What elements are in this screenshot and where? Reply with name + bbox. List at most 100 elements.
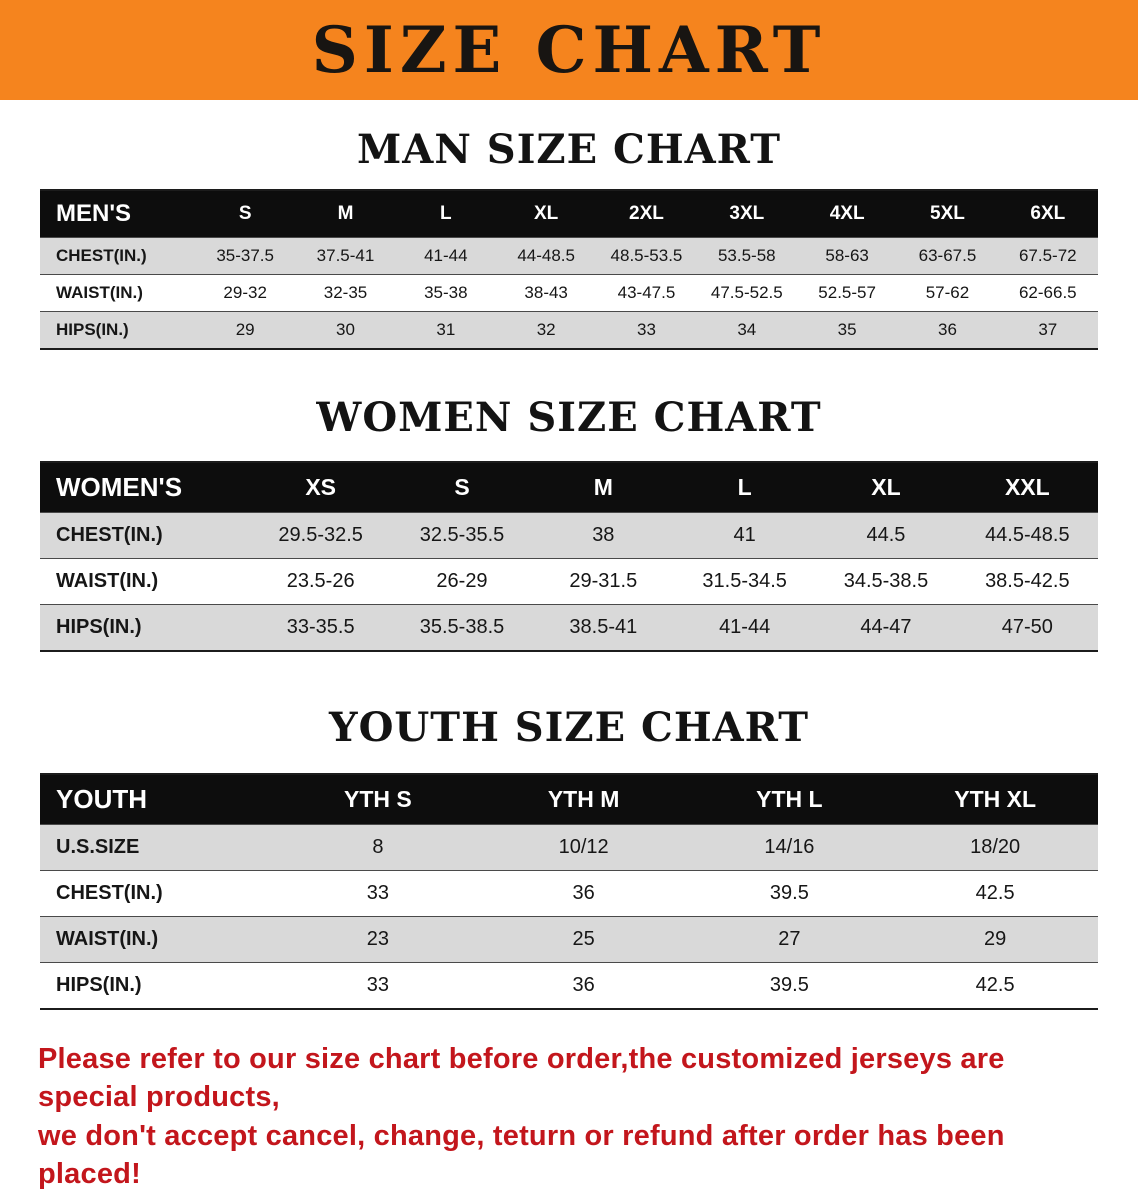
value-cell: 29-32 xyxy=(195,274,296,312)
row-label-cell: HIPS(IN.) xyxy=(40,962,275,1009)
men-size-table: MEN'S S M L XL 2XL 3XL 4XL 5XL 6XL CHEST(IN.) 35-37… xyxy=(40,189,1098,350)
value-cell: 33 xyxy=(275,962,481,1009)
value-cell: 10/12 xyxy=(480,824,687,871)
size-column-header: 6XL xyxy=(1030,203,1066,224)
table-row: HIPS(IN.) 29 30 31 32 33 34 35 36 37 xyxy=(40,311,1098,349)
value-cell: 53.5-58 xyxy=(696,237,797,275)
table-row: CHEST(IN.) 33 36 39.5 42.5 xyxy=(40,870,1098,917)
value-cell: 34 xyxy=(696,311,797,349)
women-size-section: WOMEN SIZE CHART WOMEN'S XS S M L XL XXL CHEST(… xyxy=(0,394,1138,652)
row-label-cell: WAIST(IN.) xyxy=(40,274,195,312)
value-cell: 33 xyxy=(596,311,697,349)
footer-note-line1: Please refer to our size chart before or… xyxy=(38,1043,1005,1114)
size-column-header: YTH M xyxy=(547,786,620,812)
value-cell: 39.5 xyxy=(686,962,893,1009)
row-label-cell: CHEST(IN.) xyxy=(40,870,275,917)
size-column-header: 3XL xyxy=(729,203,765,224)
size-column-header: 5XL xyxy=(930,203,965,224)
page-title: SIZE CHART xyxy=(311,12,827,88)
value-cell: 26-29 xyxy=(391,558,533,605)
size-column-header: 2XL xyxy=(629,203,664,224)
table-title-cell: WOMEN'S xyxy=(56,472,183,502)
value-cell: 30 xyxy=(295,311,396,349)
value-cell: 63-67.5 xyxy=(897,237,998,275)
size-column-header: 4XL xyxy=(829,203,865,224)
value-cell: 35-37.5 xyxy=(195,237,296,275)
value-cell: 67.5-72 xyxy=(997,237,1098,275)
table-header-row: MEN'S S M L XL 2XL 3XL 4XL 5XL 6XL xyxy=(40,190,1098,238)
youth-size-table: YOUTH YTH S YTH M YTH L YTH XL U.S.SIZE 8 10/12… xyxy=(40,773,1098,1010)
value-cell: 23 xyxy=(275,916,481,963)
row-label-cell: HIPS(IN.) xyxy=(40,604,250,651)
size-column-header: S xyxy=(454,474,470,500)
table-row: CHEST(IN.) 29.5-32.5 32.5-35.5 38 41 44.5 44.5… xyxy=(40,512,1098,559)
row-label-cell: WAIST(IN.) xyxy=(40,916,275,963)
size-column-header: M xyxy=(337,203,354,224)
table-row: WAIST(IN.) 23 25 27 29 xyxy=(40,916,1098,963)
value-cell: 35.5-38.5 xyxy=(391,604,533,651)
value-cell: 58-63 xyxy=(796,237,898,275)
value-cell: 14/16 xyxy=(686,824,893,871)
value-cell: 38.5-41 xyxy=(532,604,674,651)
value-cell: 37 xyxy=(997,311,1098,349)
value-cell: 41 xyxy=(673,512,816,559)
table-title-cell: YOUTH xyxy=(56,784,147,814)
value-cell: 32.5-35.5 xyxy=(391,512,533,559)
value-cell: 38 xyxy=(532,512,674,559)
size-table: YOUTH YTH S YTH M YTH L YTH XL U.S.SIZE 8 10/12… xyxy=(40,773,1098,1010)
value-cell: 36 xyxy=(897,311,998,349)
value-cell: 32-35 xyxy=(295,274,396,312)
value-cell: 33-35.5 xyxy=(250,604,392,651)
value-cell: 44.5-48.5 xyxy=(956,512,1098,559)
value-cell: 35-38 xyxy=(395,274,496,312)
row-label-cell: HIPS(IN.) xyxy=(40,311,195,349)
footer-note: Please refer to our size chart before or… xyxy=(0,1040,1138,1193)
row-label-cell: CHEST(IN.) xyxy=(40,237,195,275)
value-cell: 34.5-38.5 xyxy=(815,558,957,605)
table-row: U.S.SIZE 8 10/12 14/16 18/20 xyxy=(40,824,1098,871)
value-cell: 47-50 xyxy=(956,604,1098,651)
row-label-cell: CHEST(IN.) xyxy=(40,512,250,559)
value-cell: 43-47.5 xyxy=(596,274,697,312)
size-column-header: XL xyxy=(871,474,901,500)
size-column-header: M xyxy=(593,474,613,500)
women-section-heading: WOMEN SIZE CHART xyxy=(316,394,822,441)
value-cell: 44-47 xyxy=(815,604,957,651)
value-cell: 29 xyxy=(195,311,296,349)
table-row: HIPS(IN.) 33-35.5 35.5-38.5 38.5-41 41-44 44-… xyxy=(40,604,1098,651)
size-column-header: XL xyxy=(534,203,559,224)
value-cell: 27 xyxy=(686,916,893,963)
table-row: CHEST(IN.) 35-37.5 37.5-41 41-44 44-48.5 48.5… xyxy=(40,237,1098,275)
value-cell: 36 xyxy=(480,870,687,917)
youth-size-section: YOUTH SIZE CHART YOUTH YTH S YTH M YTH L YTH… xyxy=(0,704,1138,1010)
men-section-heading: MAN SIZE CHART xyxy=(357,126,781,173)
table-row: WAIST(IN.) 29-32 32-35 35-38 38-43 43-47.5 47.… xyxy=(40,274,1098,312)
size-column-header: YTH S xyxy=(344,786,412,812)
men-size-section: MAN SIZE CHART MEN'S S M L XL 2XL 3XL 4XL 5XL 6XL… xyxy=(0,126,1138,350)
value-cell: 41-44 xyxy=(673,604,816,651)
size-column-header: XXL xyxy=(1004,474,1050,500)
size-column-header: YTH L xyxy=(756,786,823,812)
value-cell: 32 xyxy=(495,311,597,349)
size-table: MEN'S S M L XL 2XL 3XL 4XL 5XL 6XL CHEST(IN.) 35-37… xyxy=(40,189,1098,350)
value-cell: 36 xyxy=(480,962,687,1009)
value-cell: 23.5-26 xyxy=(250,558,392,605)
table-row: WAIST(IN.) 23.5-26 26-29 29-31.5 31.5-34.5 34… xyxy=(40,558,1098,605)
row-label-cell: WAIST(IN.) xyxy=(40,558,250,605)
row-label-cell: U.S.SIZE xyxy=(40,824,275,871)
value-cell: 38.5-42.5 xyxy=(956,558,1098,605)
value-cell: 41-44 xyxy=(395,237,496,275)
table-title-cell: MEN'S xyxy=(56,200,132,227)
size-column-header: L xyxy=(737,474,752,500)
size-column-header: XS xyxy=(305,474,336,500)
value-cell: 39.5 xyxy=(686,870,893,917)
size-table: WOMEN'S XS S M L XL XXL CHEST(IN.) 29.5-32.5 32.5… xyxy=(40,461,1098,652)
value-cell: 31 xyxy=(395,311,496,349)
size-column-header: L xyxy=(440,203,452,224)
value-cell: 48.5-53.5 xyxy=(596,237,697,275)
banner: SIZE CHART xyxy=(0,0,1138,100)
value-cell: 38-43 xyxy=(495,274,597,312)
table-header-row: YOUTH YTH S YTH M YTH L YTH XL xyxy=(40,774,1098,825)
table-header-row: WOMEN'S XS S M L XL XXL xyxy=(40,462,1098,513)
